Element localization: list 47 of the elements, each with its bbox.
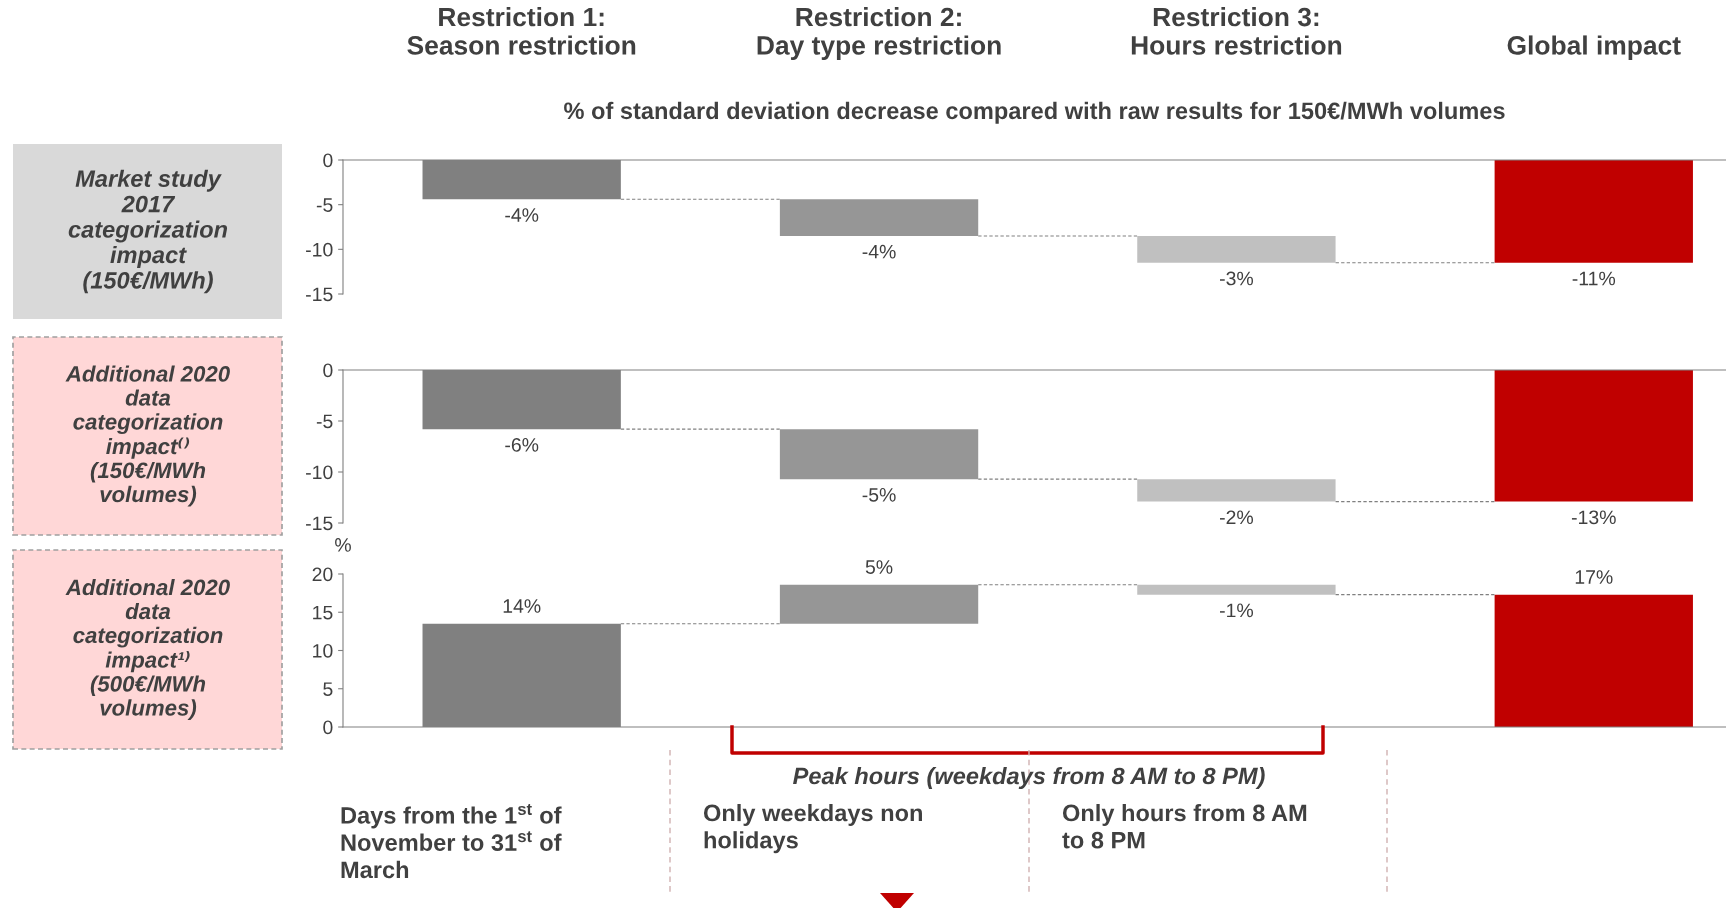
y-tick-label: 20 bbox=[312, 567, 333, 582]
data-label: 14% bbox=[503, 599, 541, 613]
text: Only hours from 8 AM to 8 PM bbox=[1062, 804, 1307, 849]
y-tick-label: 5 bbox=[323, 682, 333, 696]
y-tick-label: -5 bbox=[316, 198, 333, 212]
data-label: -1% bbox=[1219, 603, 1254, 618]
text: Peak hours (weekdays from 8 AM to 8 PM) bbox=[793, 766, 1265, 790]
y-tick-label: -10 bbox=[306, 242, 333, 257]
data-label: 5% bbox=[865, 560, 893, 574]
data-label: -6% bbox=[505, 438, 539, 452]
bar bbox=[779, 584, 979, 624]
y-tick-label: -15 bbox=[306, 516, 333, 531]
text: Only weekdays non holidays bbox=[703, 804, 922, 854]
x-tick-label: Restriction 2: Day type restriction bbox=[757, 6, 1001, 60]
data-label: -5% bbox=[862, 488, 896, 502]
data-label: -3% bbox=[1219, 271, 1254, 286]
y-tick-label: 0 bbox=[323, 720, 333, 735]
bar bbox=[779, 199, 979, 236]
y-axis-title: % bbox=[335, 538, 351, 552]
bar bbox=[1494, 594, 1693, 727]
text: Additional 2020 data categorization impact¹⁾ (500€/MWh volumes) bbox=[65, 578, 230, 721]
y-tick-label: 0 bbox=[323, 153, 333, 168]
y-tick-label: 10 bbox=[313, 643, 333, 658]
bar bbox=[1494, 370, 1693, 502]
text: Days from the 1$^{st}$ of November to 31$^{st}$ of March bbox=[341, 804, 562, 879]
data-label: -4% bbox=[862, 244, 896, 259]
data-label: -11% bbox=[1572, 271, 1616, 286]
y-tick-label: -10 bbox=[306, 465, 333, 480]
bar bbox=[779, 429, 979, 480]
data-label: -4% bbox=[505, 208, 539, 222]
text: Market study 2017 categorization impact (150€/MWh) bbox=[68, 169, 228, 294]
data-label: -13% bbox=[1571, 510, 1616, 525]
x-tick-label: Global impact bbox=[1507, 35, 1681, 60]
y-tick-label: -15 bbox=[306, 287, 333, 302]
bar bbox=[1137, 235, 1336, 263]
y-tick-label: 0 bbox=[323, 363, 333, 378]
bar bbox=[1137, 584, 1336, 595]
bar bbox=[1494, 160, 1693, 263]
y-tick-label: 15 bbox=[313, 605, 333, 620]
data-label: 17% bbox=[1575, 570, 1613, 584]
x-tick-label: Restriction 1: Season restriction bbox=[407, 6, 636, 55]
y-tick-label: -5 bbox=[316, 414, 333, 429]
bar bbox=[1137, 479, 1336, 502]
x-tick-label: Restriction 3: Hours restriction bbox=[1131, 6, 1342, 55]
data-label: -2% bbox=[1219, 510, 1254, 525]
chart-subtitle: % of standard deviation decrease compared with raw results for 150€/MWh volumes bbox=[564, 101, 1505, 124]
text: Additional 2020 data categorization impact⁽⁾ (150€/MWh volumes) bbox=[65, 365, 230, 507]
